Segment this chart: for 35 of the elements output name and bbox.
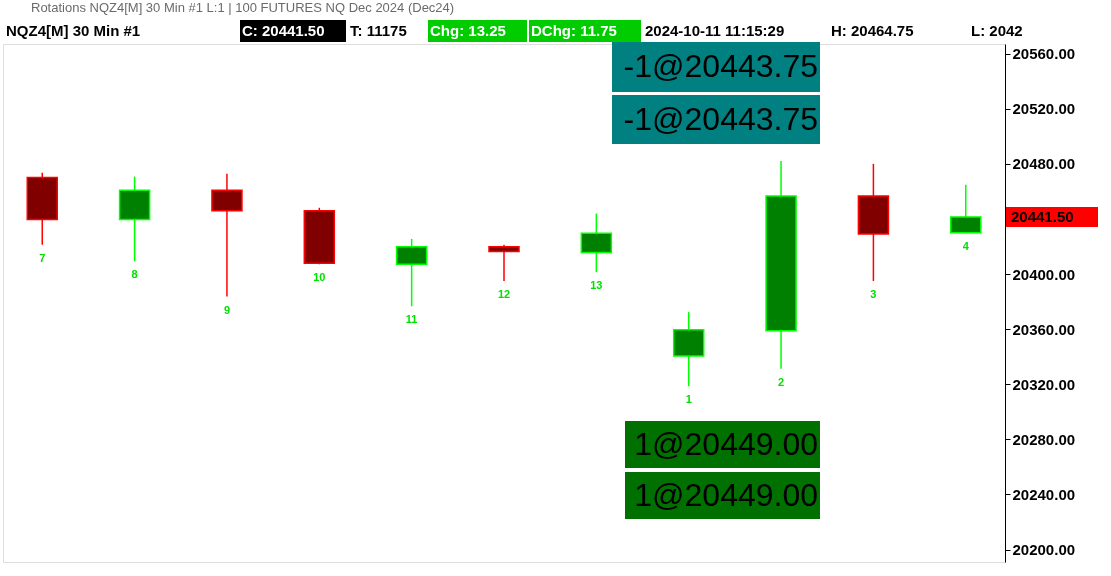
y-tick-label: 20320.00 [1012,375,1076,393]
text: 2024-10-11 11:15:29 [645,22,785,39]
annotation: -1@20443.75 [623,100,818,137]
text: Chg: 13.25 [430,22,506,39]
y-tick-label: 20400.00 [1012,265,1076,283]
x-tick-label: 11 [405,313,418,326]
y-tick-label: 20520.00 [1012,100,1076,118]
x-tick-label: 9 [223,303,231,316]
x-tick-label: 1 [685,393,692,406]
x-tick-label: 4 [962,240,970,253]
text: T: 11175 [350,22,407,39]
text: C: 20441.50 [242,22,325,39]
y-tick-label: 20360.00 [1012,320,1076,338]
annotation: 1@20449.00 [634,476,818,513]
y-tick-label: 20200.00 [1012,541,1076,559]
y-tick-label: 20560.00 [1012,45,1076,63]
annotation: -1@20443.75 [623,48,818,84]
y-tick-label: 20280.00 [1012,430,1076,448]
text: L: 2042 [971,22,1023,39]
annotation: 1@20449.00 [634,425,818,462]
text: DChg: 11.75 [531,22,617,39]
x-tick-label: 8 [131,268,138,281]
chart-subtitle: NQZ4[M] 30 Min #1 [6,22,141,39]
text: H: 20464.75 [831,22,914,39]
x-tick-label: 10 [313,271,326,284]
x-tick-label: 7 [39,251,46,264]
x-tick-label: 3 [870,287,877,300]
y-tick-label: 20480.00 [1012,155,1076,173]
x-tick-label: 13 [590,279,603,292]
x-tick-label: 2 [777,375,785,388]
y-tick-label: 20240.00 [1012,485,1076,503]
text: 20441.50 [1011,207,1074,225]
chart-title: Rotations NQZ4[M] 30 Min #1 L:1 | 100 FUTURES NQ Dec 2024 (Dec24) [31,0,455,15]
candlestick [488,244,520,282]
x-tick-label: 12 [497,287,511,300]
